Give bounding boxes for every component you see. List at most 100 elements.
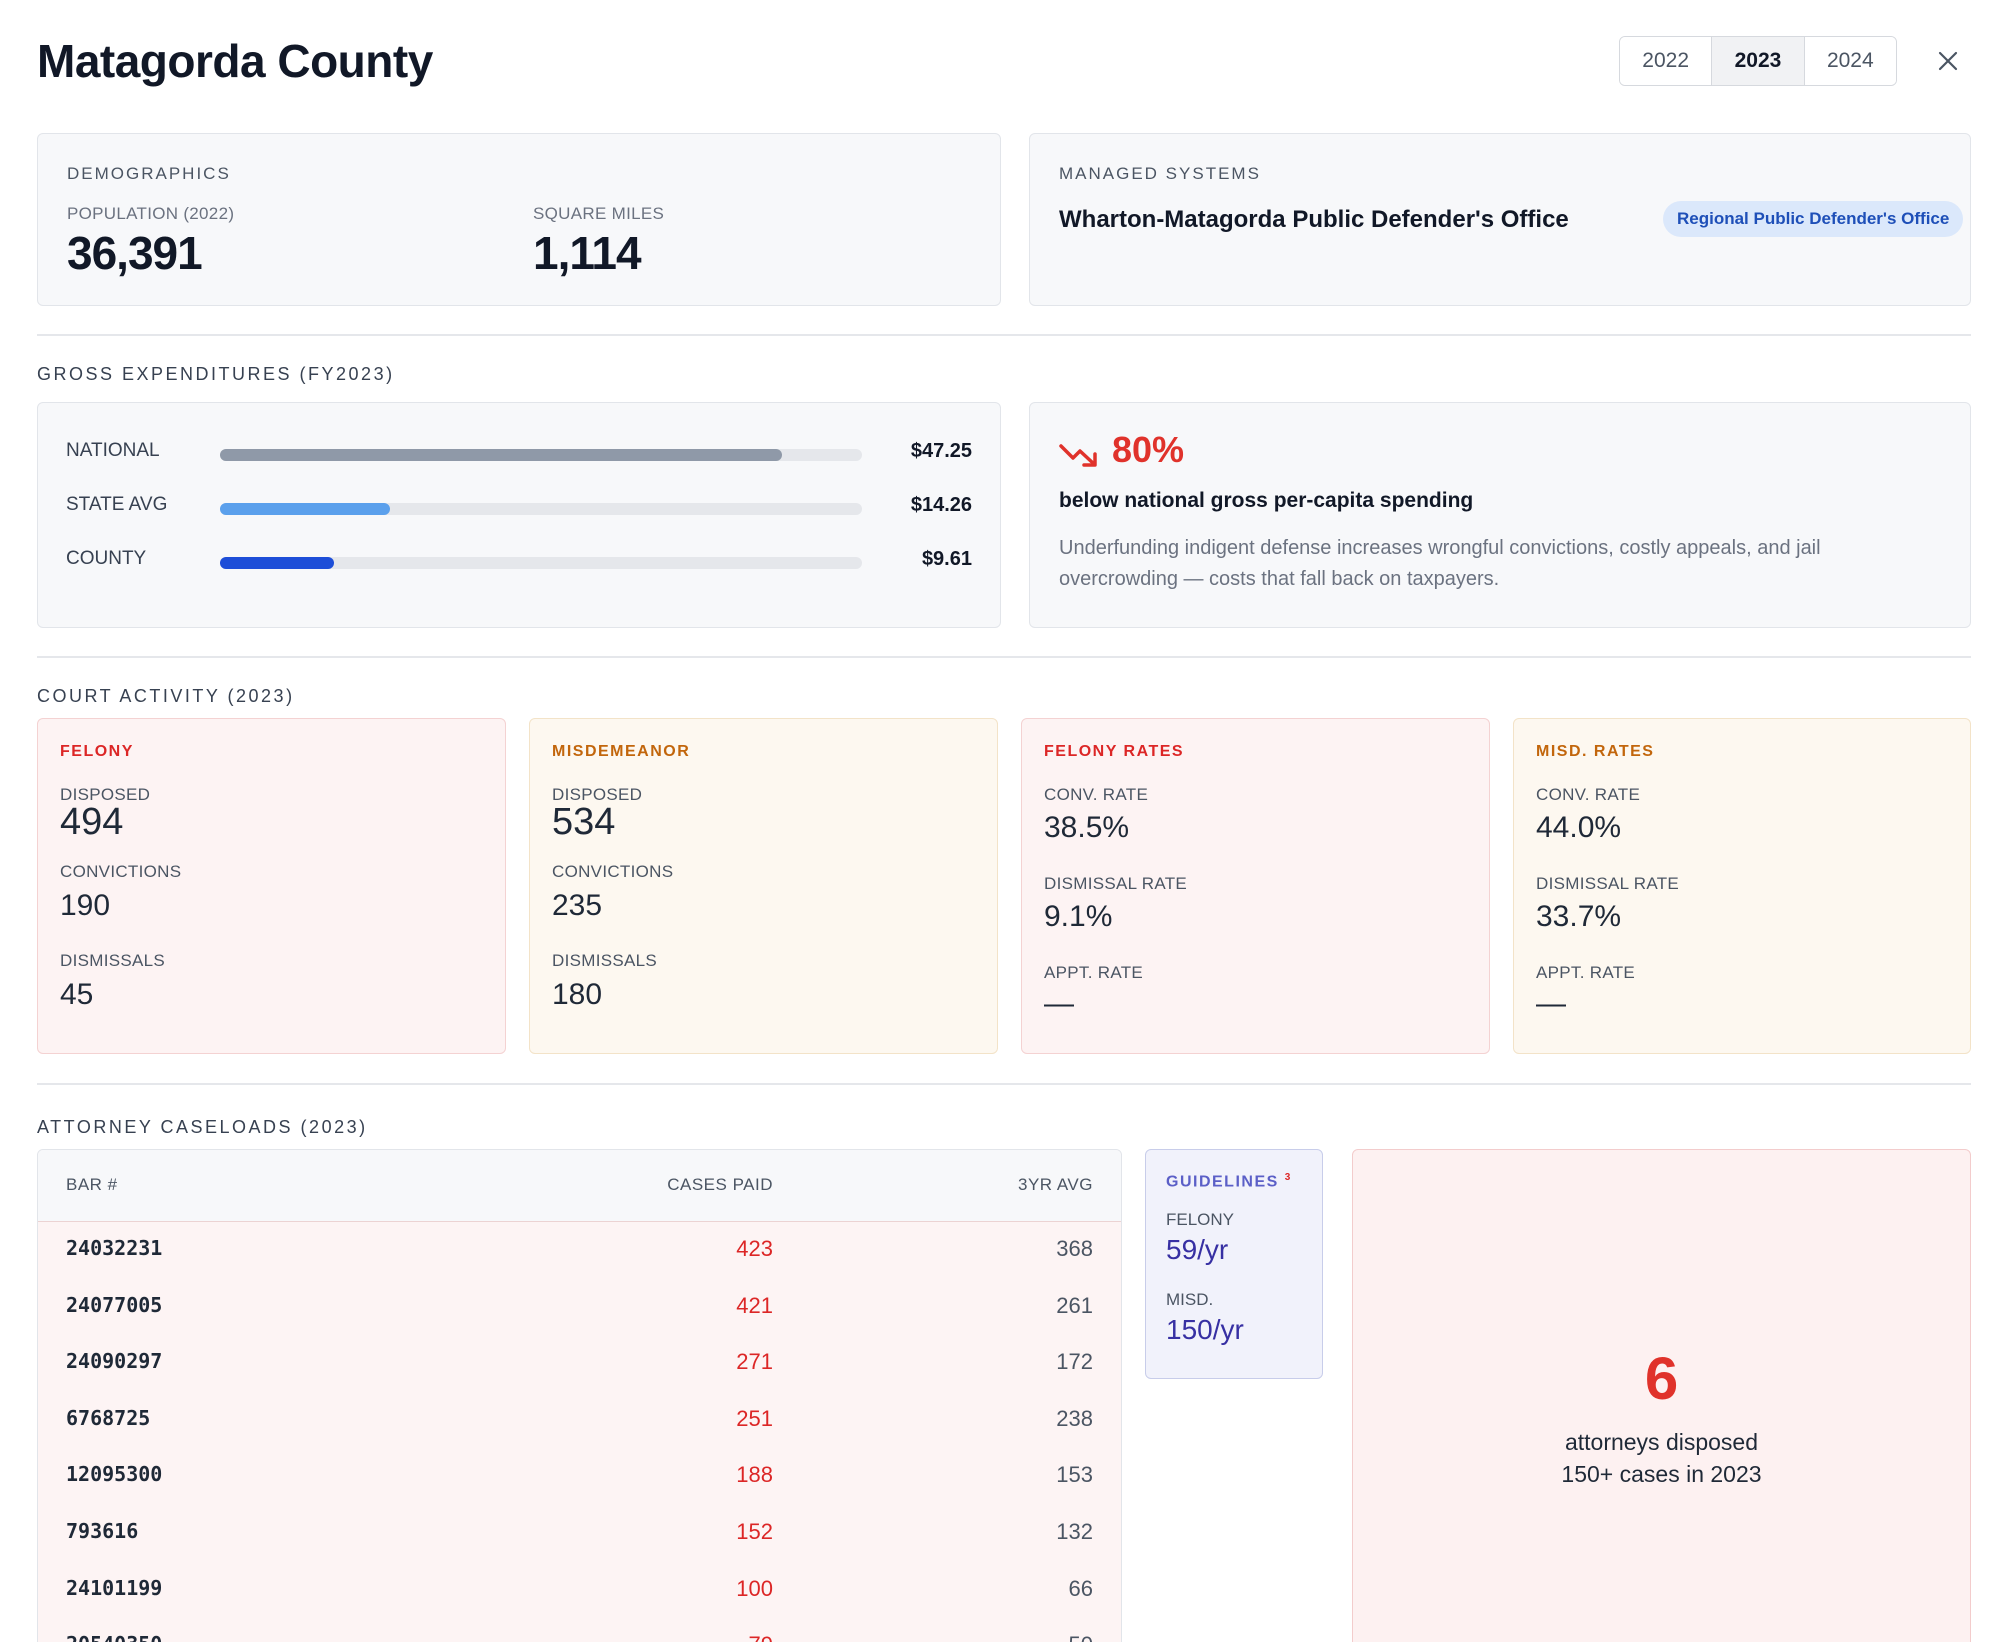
close-icon xyxy=(1938,51,1958,71)
three-year-avg: 50 xyxy=(1069,1632,1093,1642)
three-year-avg: 132 xyxy=(1056,1519,1093,1544)
column-header-avg[interactable]: 3YR AVG xyxy=(1018,1175,1093,1194)
bar-number: 6768725 xyxy=(66,1405,151,1430)
felony-appt-rate-value: — xyxy=(1044,987,1074,1020)
three-year-avg: 368 xyxy=(1056,1236,1093,1261)
felony-disposed-label: DISPOSED xyxy=(60,785,151,804)
misdemeanor-dismissals-label: DISMISSALS xyxy=(552,951,658,970)
felony-conv-rate-value: 38.5% xyxy=(1044,811,1130,844)
misd-dismissal-rate-label: DISMISSAL RATE xyxy=(1536,874,1680,893)
square-miles-label: SQUARE MILES xyxy=(533,204,665,223)
misdemeanor-convictions-label: CONVICTIONS xyxy=(552,862,674,881)
office-type-badge: Regional Public Defender's Office xyxy=(1663,201,1964,237)
overloaded-attorneys-text: attorneys disposed 150+ cases in 2023 xyxy=(1353,1426,1970,1490)
expenditure-row-county: COUNTY $9.61 xyxy=(66,546,972,576)
expenditure-label: COUNTY xyxy=(66,548,147,569)
table-row[interactable]: 24032231 423 368 xyxy=(38,1222,1121,1279)
expenditure-label: STATE AVG xyxy=(66,494,168,515)
misd-rates-head: MISD. RATES xyxy=(1536,743,1655,760)
felony-conv-rate-label: CONV. RATE xyxy=(1044,785,1149,804)
guidelines-footnote[interactable]: 3 xyxy=(1284,1172,1292,1183)
bar-number: 793616 xyxy=(66,1519,139,1543)
office-name[interactable]: Wharton-Matagorda Public Defender's Offi… xyxy=(1059,206,1569,233)
felony-rates-card: FELONY RATES CONV. RATE 38.5% DISMISSAL … xyxy=(1021,718,1490,1054)
table-header: BAR # CASES PAID 3YR AVG xyxy=(38,1150,1121,1222)
bar-number: 20540350 xyxy=(66,1632,162,1642)
cases-paid: 79 xyxy=(749,1632,773,1642)
demographics-label: DEMOGRAPHICS xyxy=(67,164,231,183)
felony-dismissals-value: 45 xyxy=(60,978,94,1011)
expenditure-bar-track xyxy=(220,449,862,461)
trending-down-icon xyxy=(1059,444,1097,467)
overloaded-attorneys-card: 6 attorneys disposed 150+ cases in 2023 xyxy=(1352,1149,1971,1642)
table-row[interactable]: 6768725 251 238 xyxy=(38,1392,1121,1449)
guidelines-felony-value: 59/yr xyxy=(1166,1234,1229,1265)
misd-conv-rate-label: CONV. RATE xyxy=(1536,785,1641,804)
managed-systems-label: MANAGED SYSTEMS xyxy=(1059,164,1261,183)
column-header-bar[interactable]: BAR # xyxy=(66,1175,118,1194)
divider xyxy=(37,656,1971,658)
overloaded-attorneys-count: 6 xyxy=(1644,1345,1679,1412)
cases-paid: 423 xyxy=(736,1236,773,1261)
guidelines-card: GUIDELINES 3 FELONY 59/yr MISD. 150/yr xyxy=(1145,1149,1323,1379)
three-year-avg: 153 xyxy=(1056,1462,1093,1488)
close-button[interactable] xyxy=(1928,41,1968,81)
divider xyxy=(37,1083,1971,1085)
expenditure-row-state: STATE AVG $14.26 xyxy=(66,492,972,522)
table-row[interactable]: 24090297 271 172 xyxy=(38,1335,1121,1392)
table-row[interactable]: 24077005 421 261 xyxy=(38,1279,1121,1336)
table-row[interactable]: 793616 152 132 xyxy=(38,1505,1121,1562)
population-value: 36,391 xyxy=(67,227,203,279)
caseloads-table: BAR # CASES PAID 3YR AVG 24032231 423 368 2… xyxy=(37,1149,1122,1642)
bar-number: 24101199 xyxy=(66,1575,163,1600)
expenditure-value: $47.25 xyxy=(910,440,972,462)
overloaded-attorneys-line2: 150+ cases in 2023 xyxy=(1561,1461,1762,1487)
table-row[interactable]: 12095300 188 153 xyxy=(38,1448,1121,1505)
felony-dismissal-rate-label: DISMISSAL RATE xyxy=(1044,874,1188,893)
spending-gap-percent: 80% xyxy=(1112,429,1185,470)
misdemeanor-dismissals-value: 180 xyxy=(552,978,603,1011)
demographics-card: DEMOGRAPHICS POPULATION (2022) 36,391 SQ… xyxy=(37,133,1001,306)
expenditure-bar-fill-county xyxy=(220,557,335,569)
year-button-2022[interactable]: 2022 xyxy=(1620,37,1713,85)
felony-disposed-value: 494 xyxy=(60,801,124,843)
column-header-cases[interactable]: CASES PAID xyxy=(667,1175,773,1194)
year-button-2024[interactable]: 2024 xyxy=(1804,37,1896,85)
bar-number: 24077005 xyxy=(66,1292,163,1317)
spending-gap-headline: below national gross per-capita spending xyxy=(1059,489,1474,512)
felony-appt-rate-label: APPT. RATE xyxy=(1044,963,1144,982)
misd-appt-rate-label: APPT. RATE xyxy=(1536,963,1636,982)
expenditure-value: $14.26 xyxy=(910,494,972,516)
cases-paid: 271 xyxy=(736,1349,773,1375)
misd-dismissal-rate-value: 33.7% xyxy=(1536,900,1622,933)
expenditures-bars-card: NATIONAL $47.25 STATE AVG $14.26 COUNTY … xyxy=(37,402,1001,628)
three-year-avg: 261 xyxy=(1056,1292,1093,1318)
misdemeanor-head: MISDEMEANOR xyxy=(552,743,691,760)
misdemeanor-convictions-value: 235 xyxy=(552,889,603,922)
year-button-2023[interactable]: 2023 xyxy=(1712,37,1805,85)
felony-convictions-label: CONVICTIONS xyxy=(60,862,182,881)
felony-dismissals-label: DISMISSALS xyxy=(60,951,166,970)
table-row[interactable]: 24101199 100 66 xyxy=(38,1562,1121,1619)
expenditure-bar-track xyxy=(220,503,862,515)
misd-appt-rate-value: — xyxy=(1536,987,1566,1020)
three-year-avg: 238 xyxy=(1056,1405,1093,1431)
guidelines-felony-label: FELONY xyxy=(1166,1210,1235,1229)
cases-paid: 251 xyxy=(736,1405,773,1431)
spending-gap-explanation: Underfunding indigent defense increases … xyxy=(1059,537,1821,590)
overloaded-attorneys-line1: attorneys disposed xyxy=(1564,1429,1759,1455)
divider xyxy=(37,334,1971,336)
caseloads-section-label: ATTORNEY CASELOADS (2023) xyxy=(37,1117,368,1137)
guidelines-misd-label: MISD. xyxy=(1166,1290,1214,1309)
felony-head: FELONY xyxy=(60,743,134,760)
guidelines-head-text: GUIDELINES xyxy=(1166,1173,1279,1191)
table-row[interactable]: 20540350 79 50 xyxy=(38,1618,1121,1642)
square-miles-value: 1,114 xyxy=(533,227,642,279)
page-title: Matagorda County xyxy=(37,35,433,87)
three-year-avg: 172 xyxy=(1056,1349,1093,1375)
misdemeanor-disposed-value: 534 xyxy=(552,801,616,843)
expenditure-bar-track xyxy=(220,557,862,569)
felony-rates-head: FELONY RATES xyxy=(1044,743,1185,760)
managed-systems-card: MANAGED SYSTEMS Wharton-Matagorda Public… xyxy=(1029,133,1971,306)
header: Matagorda County 2022 2023 2024 xyxy=(37,30,1971,90)
